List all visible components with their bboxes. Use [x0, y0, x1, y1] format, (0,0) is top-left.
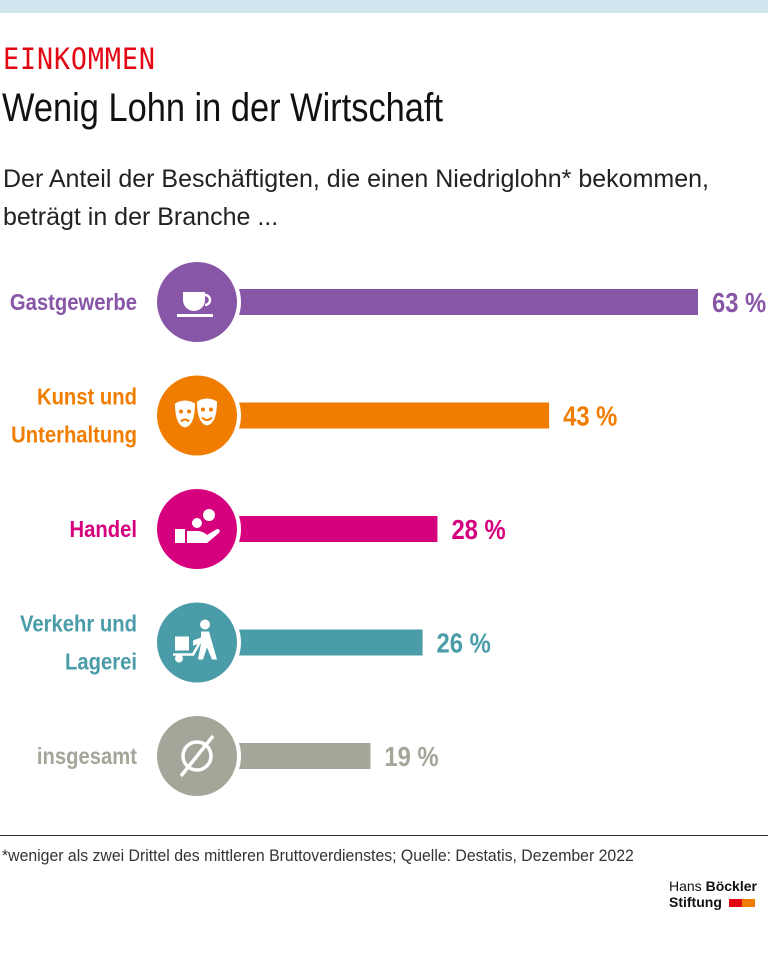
chart-title: Wenig Lohn in der Wirtschaft [2, 86, 444, 130]
logo-text: Hans [669, 878, 702, 894]
icon-circle [157, 375, 237, 456]
logo-square [741, 899, 755, 908]
bar-row: Gastgewerbe 63 % [10, 258, 766, 346]
coffee-cup-icon [177, 292, 213, 317]
category-label: Handel [70, 516, 137, 543]
chart-subtitle: Der Anteil der Beschäftigten, die einen … [3, 165, 709, 231]
logo-text: Stiftung [669, 894, 722, 910]
value-label: 26 % [437, 627, 491, 659]
category-label: Kunst und [37, 383, 137, 410]
bar [197, 402, 550, 429]
value-label: 28 % [451, 513, 505, 545]
hand-truck-icon [173, 619, 217, 663]
divider [0, 835, 768, 836]
average-symbol-icon [179, 734, 215, 778]
bar-row: Handel 28 % [70, 485, 506, 573]
icon-circle [157, 489, 237, 569]
category-label: Verkehr und [20, 610, 137, 637]
footnote: *weniger als zwei Drittel des mittleren … [2, 846, 634, 865]
bar-row: insgesamt 19 % [37, 712, 439, 800]
hand-coins-icon [175, 509, 220, 543]
bar-row: Verkehr und Lagerei 26 % [20, 598, 491, 687]
bar-row: Kunst und Unterhaltung 43 % [11, 371, 617, 460]
category-label: Gastgewerbe [10, 289, 137, 316]
value-label: 19 % [384, 740, 438, 772]
bar-chart: Gastgewerbe 63 % Kunst und Unterhaltung 43 %… [10, 258, 766, 800]
logo-text: Böckler [705, 878, 757, 894]
value-label: 43 % [563, 400, 617, 432]
bar [197, 289, 698, 315]
theater-masks-icon [175, 398, 217, 428]
logo: Hans Böckler Stiftung [669, 878, 757, 910]
category-label: Unterhaltung [11, 421, 137, 448]
value-label: 63 % [712, 286, 766, 318]
top-bar [0, 0, 768, 13]
category-label: Lagerei [65, 648, 137, 675]
kicker: EINKOMMEN [3, 42, 156, 76]
logo-square [728, 899, 742, 908]
category-label: insgesamt [37, 743, 137, 770]
